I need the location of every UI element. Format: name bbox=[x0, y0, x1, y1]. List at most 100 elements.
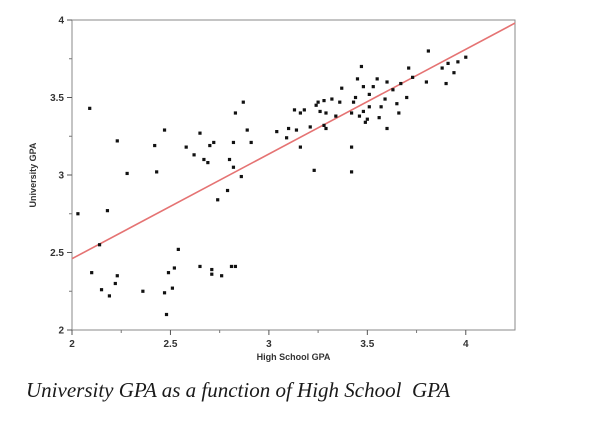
points-layer bbox=[76, 49, 468, 317]
data-point bbox=[322, 123, 326, 127]
y-tick-label: 3.5 bbox=[50, 93, 64, 104]
data-point bbox=[153, 143, 157, 148]
data-point bbox=[375, 77, 379, 81]
data-point bbox=[155, 170, 159, 174]
plot-frame bbox=[71, 19, 516, 331]
data-point bbox=[241, 100, 245, 104]
data-point bbox=[164, 312, 169, 317]
data-point bbox=[184, 145, 188, 149]
x-tick-label: 2.5 bbox=[163, 339, 177, 350]
data-point bbox=[202, 157, 206, 162]
data-point bbox=[294, 128, 299, 132]
data-point bbox=[464, 55, 468, 59]
data-point bbox=[229, 264, 234, 269]
data-point bbox=[245, 128, 249, 132]
data-point bbox=[361, 85, 365, 89]
data-point bbox=[220, 274, 224, 278]
data-point bbox=[395, 102, 399, 106]
data-point bbox=[349, 111, 354, 115]
data-point bbox=[308, 125, 312, 129]
data-point bbox=[361, 109, 365, 114]
scatter-chart: 2 2.5 3 3.5 4 2 2.5 3 3.5 4 High School GPA Univers… bbox=[28, 16, 516, 363]
data-point bbox=[225, 188, 230, 193]
data-point bbox=[239, 174, 243, 179]
x-tick-label: 4 bbox=[463, 339, 469, 350]
data-point bbox=[292, 108, 297, 112]
figure-caption: University GPA as a function of High Sch… bbox=[26, 378, 451, 402]
data-point bbox=[365, 117, 369, 121]
data-point bbox=[353, 95, 358, 100]
data-point bbox=[113, 281, 117, 286]
x-tick-label: 3 bbox=[266, 339, 272, 350]
data-point bbox=[210, 267, 214, 272]
data-point bbox=[198, 131, 202, 135]
data-point bbox=[318, 109, 322, 114]
data-point bbox=[107, 294, 112, 298]
x-tick-label: 3.5 bbox=[360, 339, 374, 350]
data-point bbox=[349, 145, 354, 149]
data-point bbox=[105, 209, 110, 213]
data-point bbox=[424, 80, 428, 84]
data-point bbox=[208, 143, 212, 148]
data-point bbox=[407, 66, 411, 70]
y-tick-label: 4 bbox=[58, 16, 64, 27]
data-point bbox=[340, 86, 344, 90]
y-tick-label: 2.5 bbox=[50, 248, 64, 259]
data-point bbox=[377, 116, 381, 120]
data-point bbox=[231, 165, 236, 169]
data-point bbox=[227, 157, 232, 162]
data-point bbox=[399, 81, 403, 86]
data-point bbox=[162, 291, 167, 295]
x-tick-label: 2 bbox=[69, 339, 75, 350]
y-axis-title: University GPA bbox=[28, 142, 38, 207]
data-point bbox=[249, 140, 253, 145]
regression-line bbox=[71, 22, 516, 260]
data-point bbox=[391, 88, 395, 92]
data-point bbox=[426, 49, 430, 53]
data-point bbox=[166, 271, 171, 275]
data-point bbox=[90, 271, 94, 275]
data-point bbox=[367, 92, 371, 96]
data-point bbox=[371, 85, 375, 89]
data-point bbox=[172, 266, 176, 270]
data-point bbox=[206, 161, 210, 165]
data-point bbox=[231, 140, 236, 145]
data-point bbox=[76, 212, 80, 216]
data-point bbox=[330, 97, 334, 101]
data-point bbox=[452, 71, 456, 75]
data-point bbox=[115, 139, 119, 143]
data-point bbox=[322, 99, 326, 103]
data-point bbox=[210, 272, 214, 276]
data-point bbox=[367, 105, 371, 109]
data-point bbox=[302, 108, 306, 112]
data-point bbox=[88, 106, 92, 110]
data-point bbox=[298, 145, 302, 149]
data-point bbox=[385, 126, 389, 131]
data-point bbox=[379, 105, 383, 109]
data-point bbox=[338, 100, 342, 104]
data-point bbox=[349, 170, 354, 174]
labels-layer: 2 2.5 3 3.5 4 2 2.5 3 3.5 4 High School GPA Univers… bbox=[28, 16, 469, 363]
data-point bbox=[192, 153, 196, 157]
data-point bbox=[440, 66, 444, 70]
y-tick-label: 3 bbox=[58, 171, 64, 182]
data-point bbox=[216, 198, 220, 202]
data-point bbox=[446, 61, 450, 65]
data-point bbox=[383, 97, 387, 101]
data-point bbox=[357, 114, 362, 118]
data-point bbox=[99, 288, 104, 292]
data-point bbox=[286, 126, 291, 131]
data-point bbox=[359, 64, 364, 69]
regression-line-layer bbox=[71, 22, 516, 260]
data-point bbox=[176, 247, 180, 251]
data-point bbox=[275, 130, 279, 134]
data-point bbox=[312, 168, 316, 172]
data-point bbox=[456, 60, 460, 64]
data-point bbox=[285, 136, 289, 140]
data-point bbox=[141, 289, 145, 293]
data-point bbox=[351, 100, 356, 104]
data-point bbox=[162, 128, 167, 132]
data-point bbox=[355, 77, 360, 81]
data-point bbox=[212, 140, 216, 145]
